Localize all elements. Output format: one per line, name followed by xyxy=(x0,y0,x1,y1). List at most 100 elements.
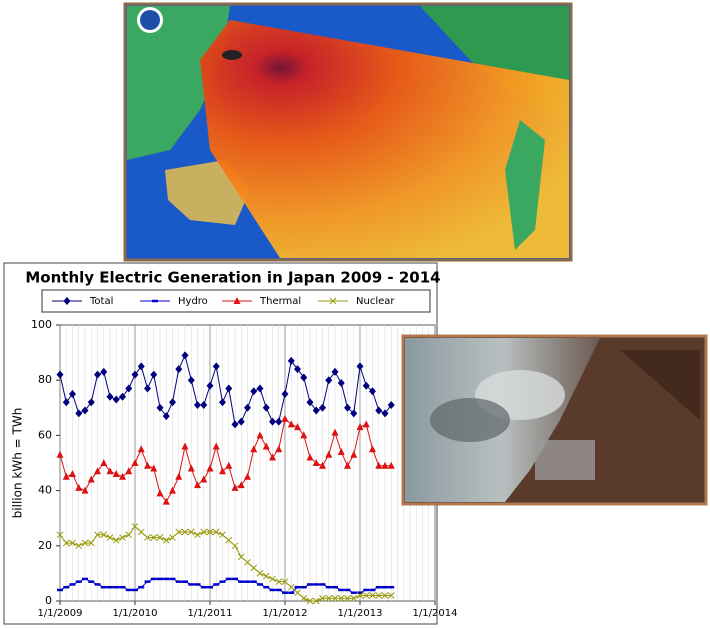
data-point xyxy=(100,531,108,539)
data-point xyxy=(212,362,220,371)
data-point xyxy=(200,475,208,483)
legend-marker xyxy=(63,297,71,305)
data-point xyxy=(56,531,64,539)
y-tick-label: 40 xyxy=(38,484,52,497)
data-point xyxy=(162,536,170,544)
data-point xyxy=(375,592,383,599)
x-tick-label: 1/1/2014 xyxy=(413,608,458,619)
x-tick-label: 1/1/2010 xyxy=(113,608,158,619)
data-point xyxy=(275,445,283,453)
data-point xyxy=(194,531,201,539)
data-point xyxy=(387,592,395,599)
data-point xyxy=(350,594,358,602)
data-point xyxy=(269,575,276,583)
x-tick-label: 1/1/2011 xyxy=(188,608,233,619)
data-point xyxy=(269,453,276,461)
data-point xyxy=(175,365,183,374)
data-point xyxy=(150,534,158,541)
data-point xyxy=(137,445,145,453)
data-point xyxy=(125,384,133,393)
data-point xyxy=(250,387,258,396)
data-point xyxy=(162,412,170,421)
data-point xyxy=(62,539,70,547)
data-point xyxy=(119,472,126,480)
data-point xyxy=(181,442,189,450)
data-point xyxy=(225,536,233,544)
data-point xyxy=(300,373,308,382)
data-point xyxy=(156,534,164,541)
data-point xyxy=(362,420,370,428)
data-point xyxy=(381,409,389,418)
legend-label: Total xyxy=(89,296,113,307)
data-point xyxy=(256,431,264,439)
data-point xyxy=(219,467,226,475)
data-point xyxy=(206,381,214,390)
data-point xyxy=(87,398,95,407)
chart-title: Monthly Electric Generation in Japan 200… xyxy=(25,269,440,287)
data-point xyxy=(300,594,308,602)
data-point xyxy=(69,470,76,478)
data-point xyxy=(287,583,295,591)
legend-marker xyxy=(233,297,241,304)
data-point xyxy=(125,467,133,475)
data-point xyxy=(231,542,239,550)
tsunami-map xyxy=(123,2,573,262)
data-point xyxy=(144,384,151,393)
data-point xyxy=(325,594,333,602)
data-point xyxy=(362,381,370,390)
data-point xyxy=(269,417,276,426)
y-tick-label: 20 xyxy=(38,539,52,552)
data-point xyxy=(131,370,139,379)
data-point xyxy=(294,589,301,597)
x-tick-label: 1/1/2013 xyxy=(338,608,383,619)
legend-label: Hydro xyxy=(178,296,208,307)
data-point xyxy=(137,528,145,536)
data-point xyxy=(106,392,114,401)
data-point xyxy=(356,423,364,431)
data-point xyxy=(112,536,120,544)
data-point xyxy=(194,481,201,489)
y-tick-label: 60 xyxy=(38,428,52,441)
data-point xyxy=(325,376,333,385)
data-point xyxy=(287,420,295,428)
data-point xyxy=(306,597,314,605)
data-point xyxy=(200,401,208,410)
data-point xyxy=(162,497,170,505)
y-tick-label: 0 xyxy=(45,594,52,607)
data-point xyxy=(231,420,239,429)
data-point xyxy=(87,475,95,483)
data-point xyxy=(112,470,120,478)
data-point xyxy=(281,390,289,398)
data-point xyxy=(187,376,195,385)
data-point xyxy=(56,370,64,379)
data-point xyxy=(369,445,376,453)
data-point xyxy=(75,542,83,550)
data-point xyxy=(375,461,383,469)
data-point xyxy=(156,489,164,497)
data-point xyxy=(319,461,326,469)
data-point xyxy=(56,450,64,458)
data-point xyxy=(75,483,83,491)
data-point xyxy=(200,528,208,536)
chart: Monthly Electric Generation in Japan 200… xyxy=(11,269,458,620)
data-point xyxy=(144,534,151,541)
x-tick-label: 1/1/2012 xyxy=(263,608,308,619)
data-point xyxy=(100,367,108,376)
data-point xyxy=(312,459,320,466)
data-point xyxy=(312,406,320,415)
y-axis-label: billion kWh = TWh xyxy=(11,408,25,519)
data-point xyxy=(331,594,339,602)
data-point xyxy=(356,592,364,599)
data-point xyxy=(294,365,301,374)
y-tick-label: 100 xyxy=(31,318,52,331)
data-point xyxy=(219,531,226,539)
data-point xyxy=(169,486,176,494)
data-point xyxy=(237,417,245,426)
data-point xyxy=(206,464,214,472)
data-point xyxy=(225,461,233,469)
data-point xyxy=(306,453,314,461)
data-point xyxy=(81,406,89,415)
data-point xyxy=(262,403,270,412)
data-point xyxy=(294,423,301,431)
